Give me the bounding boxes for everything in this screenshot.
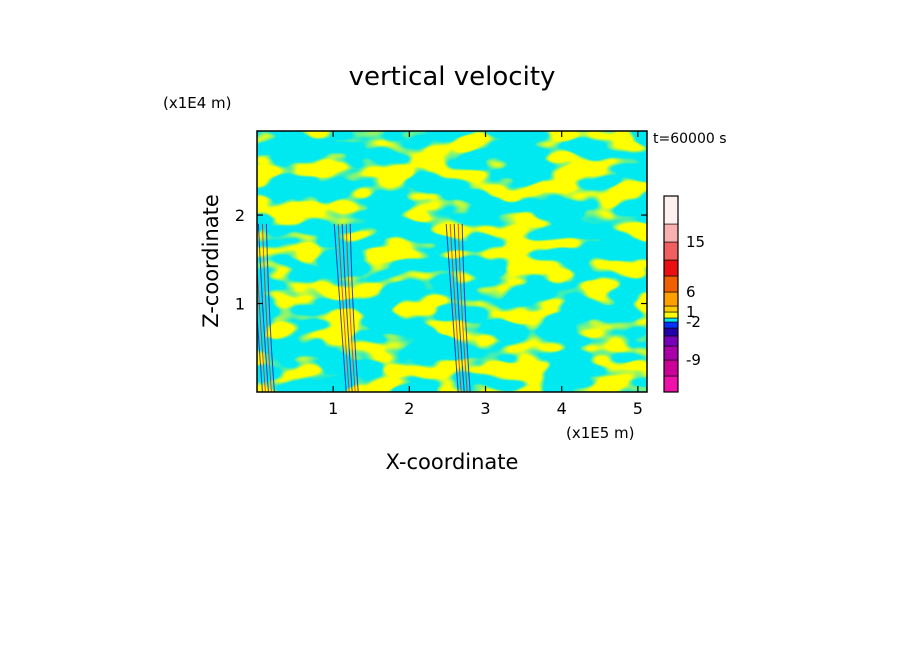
colorbar-swatch [663, 305, 679, 313]
colorbar: -9 -21 6 15 [663, 195, 705, 393]
y-axis-label: Z-coordinate [199, 194, 223, 328]
updraft-columns [257, 223, 471, 392]
colorbar-swatch [663, 335, 679, 347]
updraft-column [257, 223, 275, 392]
colorbar-label: -9 [686, 351, 701, 369]
plot-frame [256, 130, 648, 393]
x-tick-label: 3 [480, 399, 490, 418]
colorbar-label: 1 [686, 303, 696, 321]
x-unit-label: (x1E5 m) [566, 424, 635, 442]
colorbar-swatch [663, 317, 679, 323]
y-axis: 12 [235, 206, 647, 314]
colorbar-label: 15 [686, 233, 705, 251]
x-axis-label: X-coordinate [386, 450, 519, 474]
colorbar-swatch [663, 321, 679, 329]
x-tick-label: 1 [328, 399, 338, 418]
colorbar-swatch [663, 241, 679, 261]
x-tick-label: 4 [557, 399, 567, 418]
colorbar-swatch [663, 311, 679, 319]
y-unit-label: (x1E4 m) [163, 94, 232, 112]
plot-area [257, 131, 647, 392]
colorbar-label: 6 [686, 283, 696, 301]
colorbar-swatch [663, 275, 679, 293]
y-tick-label: 1 [235, 295, 245, 314]
colorbar-swatch [663, 223, 679, 243]
colorbar-swatch [663, 375, 679, 393]
colorbar-swatch [663, 291, 679, 307]
x-axis: 1 2 3 4 5 [328, 131, 643, 418]
colorbar-swatch [663, 345, 679, 361]
colorbar-swatch [663, 359, 679, 377]
x-tick-label: 2 [404, 399, 414, 418]
colorbar-swatch [663, 327, 679, 337]
time-label: t=60000 s [653, 131, 727, 147]
x-tick-label: 5 [633, 399, 643, 418]
updraft-column [445, 223, 471, 392]
chart-title: vertical velocity [349, 62, 556, 92]
y-tick-label: 2 [235, 206, 245, 225]
colorbar-swatch [663, 195, 679, 225]
colorbar-swatch [663, 259, 679, 277]
updraft-column [333, 223, 359, 392]
colorbar-frame [663, 195, 679, 393]
colorbar-label: -2 [686, 313, 701, 331]
